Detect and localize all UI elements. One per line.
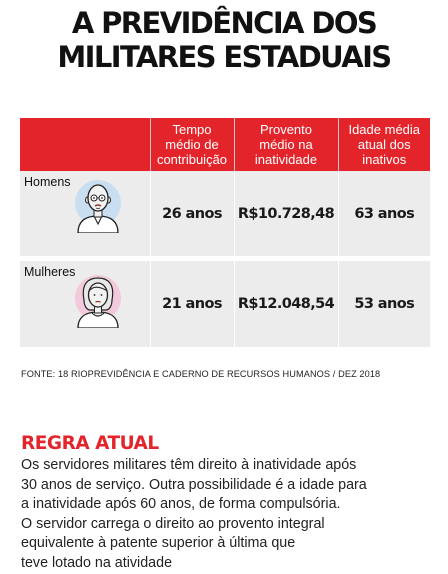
header-line: contribuição — [156, 152, 228, 167]
table-header-tempo: Tempo médio de contribuição — [149, 118, 234, 171]
header-line: médio de — [165, 137, 219, 152]
page-title-line-1: A PREVIDÊNCIA DOS — [71, 6, 378, 40]
header-line: atual dos — [357, 137, 411, 152]
rule-line: teve lotado na atividade — [21, 554, 173, 571]
rule-line: Os servidores militares têm direito à in… — [21, 457, 357, 473]
stats-table: Tempo médio de contribuição Provento méd… — [20, 118, 430, 347]
table-cell-idade-mulheres: 53 anos — [337, 258, 430, 347]
header-line: médio na — [259, 137, 313, 152]
table-cell-tempo-homens: 26 anos — [149, 171, 234, 261]
man-avatar-icon — [75, 180, 121, 233]
header-line: inatividade — [254, 152, 318, 167]
table-cell-provento-mulheres: R$12.048,54 — [233, 258, 338, 347]
group-cell-homens: Homens — [20, 171, 150, 261]
woman-avatar-icon — [75, 275, 121, 328]
table-cell-provento-homens: R$10.728,48 — [233, 171, 338, 261]
header-line: Provento — [259, 122, 313, 137]
group-label-homens: Homens — [24, 175, 71, 189]
table-header-provento: Provento médio na inatividade — [233, 118, 338, 171]
table-header-row: Tempo médio de contribuição Provento méd… — [20, 118, 430, 171]
table-row-mulheres: Mulheres 21 anos R$12.048,54 53 anos — [20, 258, 430, 347]
rule-title: REGRA ATUAL — [21, 433, 159, 454]
header-line: Idade média — [348, 122, 421, 137]
page-title-line-2: MILITARES ESTADUAIS — [57, 40, 392, 74]
rule-line: equivalente à patente superior à última … — [21, 535, 296, 552]
group-label-mulheres: Mulheres — [24, 265, 76, 279]
source-note: FONTE: 18 RIOPREVIDÊNCIA E CADERNO DE RE… — [21, 369, 381, 379]
rule-body: Os servidores militares têm direito à in… — [21, 456, 441, 574]
table-cell-tempo-mulheres: 21 anos — [149, 258, 234, 347]
rule-line: O servidor carrega o direito ao provento… — [21, 515, 325, 532]
rule-line: a inatividade após 60 anos, de forma com… — [21, 496, 341, 513]
header-line: inativos — [362, 152, 407, 167]
table-row-homens: Homens 26 anos — [20, 171, 430, 261]
rule-line: 30 anos de serviço. Outra possibilidade … — [21, 476, 367, 493]
table-cell-idade-homens: 63 anos — [337, 171, 430, 261]
header-line: Tempo — [172, 122, 212, 137]
group-cell-mulheres: Mulheres — [20, 258, 150, 347]
table-header-idade: Idade média atual dos inativos — [337, 118, 430, 171]
table-header-empty — [20, 118, 150, 171]
